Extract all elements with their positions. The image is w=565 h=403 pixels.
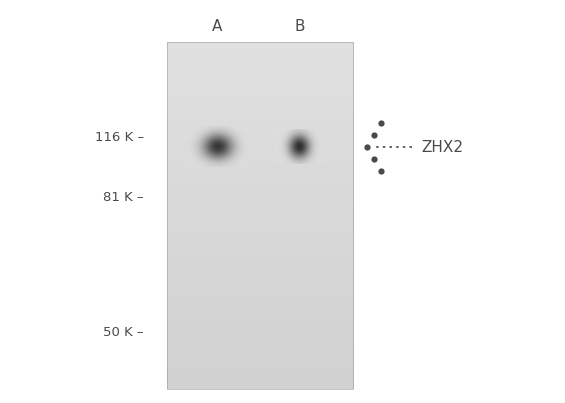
Text: A: A bbox=[212, 19, 223, 34]
Text: 116 K –: 116 K – bbox=[95, 131, 144, 143]
Text: 50 K –: 50 K – bbox=[103, 326, 144, 339]
Text: ZHX2: ZHX2 bbox=[421, 139, 463, 155]
Text: B: B bbox=[294, 19, 305, 34]
Text: 81 K –: 81 K – bbox=[103, 191, 144, 204]
Bar bbox=[167, 42, 353, 389]
